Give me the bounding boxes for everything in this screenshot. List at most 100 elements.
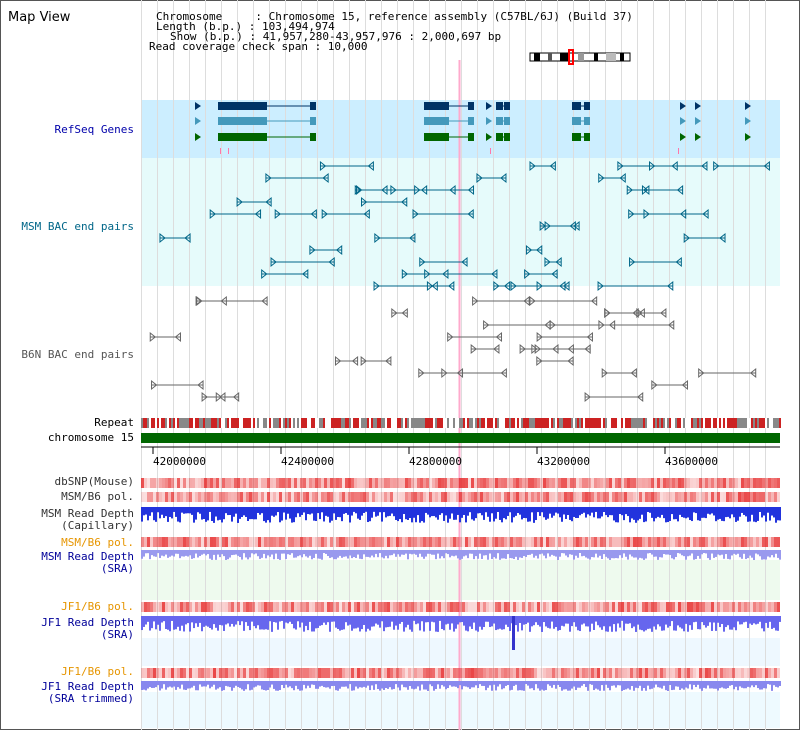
jf1-b6-pol-heat-cell xyxy=(546,668,549,678)
jf1-b6-pol-heat-cell xyxy=(525,602,528,612)
msm-b6-pol-heat-cell xyxy=(327,537,330,547)
msm-b6-pol-heat-cell xyxy=(429,537,432,547)
msm-sra-depth-bar xyxy=(429,550,431,554)
dbsnp-heat-cell xyxy=(525,478,528,488)
jf1-sra-depth-bar xyxy=(639,616,641,630)
jf1-b6-pol-heat-cell xyxy=(402,668,405,678)
dbsnp-heat-cell xyxy=(543,478,546,488)
msm-bac-pair-end xyxy=(367,160,374,172)
jf1-trim-depth-bar xyxy=(723,681,725,689)
track-label-jf1-read-depth-sra[interactable]: JF1 Read Depth xyxy=(41,616,134,629)
repeat-segment xyxy=(329,418,331,428)
jf1-sra-depth-bar xyxy=(767,616,769,628)
msm-capillary-depth-bar xyxy=(687,507,689,518)
track-label-msm-read-depth-capillary[interactable]: MSM Read Depth xyxy=(41,507,134,520)
repeat-segment xyxy=(475,418,477,428)
track-label-msm-read-depth-sra[interactable]: MSM Read Depth xyxy=(41,550,134,563)
msm-bac-pair-end xyxy=(619,172,626,184)
jf1-trim-depth-bar xyxy=(591,681,593,685)
msm-b6-pol-heat-cell xyxy=(234,537,237,547)
repeat-segment xyxy=(663,418,665,428)
jf1-trim-depth-bar xyxy=(735,681,737,687)
msm-capillary-depth-bar xyxy=(553,507,555,516)
msm-b6-pol-heat-cell xyxy=(186,492,189,502)
track-label-jf1-read-depth-trimmed[interactable]: JF1 Read Depth xyxy=(41,680,134,693)
jf1-sra-depth-bar xyxy=(145,616,147,625)
track-label-msm-b6-pol-2[interactable]: MSM/B6 pol. xyxy=(61,536,134,549)
msm-sra-depth-bar xyxy=(205,550,207,556)
jf1-b6-pol-heat-cell xyxy=(447,668,450,678)
track-label-dbsnp[interactable]: dbSNP(Mouse) xyxy=(54,475,134,488)
track-label-msm-bac[interactable]: MSM BAC end pairs xyxy=(21,220,134,233)
jf1-sra-depth-bar xyxy=(615,616,617,632)
msm-b6-pol-heat-cell xyxy=(747,492,750,502)
msm-capillary-depth-bar xyxy=(227,507,229,516)
jf1-trim-depth-bar xyxy=(397,681,399,688)
msm-b6-pol-heat-cell xyxy=(318,492,321,502)
msm-sra-depth-bar xyxy=(211,550,213,560)
msm-capillary-depth-bar xyxy=(739,507,741,517)
b6n-bac-pair-end xyxy=(604,307,611,319)
jf1-b6-pol-heat-cell xyxy=(315,602,318,612)
dbsnp-heat-cell xyxy=(705,478,708,488)
track-label-msm-b6-pol[interactable]: MSM/B6 pol. xyxy=(61,490,134,503)
msm-capillary-depth-bar xyxy=(627,507,629,517)
repeat-segment xyxy=(299,418,301,428)
msm-sra-depth-bar xyxy=(713,550,715,558)
msm-capillary-depth-bar xyxy=(413,507,415,518)
gene-exon xyxy=(496,102,503,110)
msm-capillary-depth-bar xyxy=(571,507,573,522)
jf1-trim-depth-bar xyxy=(189,681,191,689)
msm-bac-pair-end xyxy=(261,268,268,280)
msm-b6-pol-heat-cell xyxy=(648,537,651,547)
track-label-repeat[interactable]: Repeat xyxy=(94,416,134,429)
dbsnp-heat-cell xyxy=(252,478,255,488)
msm-b6-pol-heat-cell xyxy=(357,537,360,547)
jf1-b6-pol-heat-cell xyxy=(429,668,432,678)
jf1-trim-depth-bar xyxy=(363,681,365,687)
msm-b6-pol-heat-cell xyxy=(675,537,678,547)
msm-bac-pair-end xyxy=(270,256,277,268)
repeat-segment xyxy=(703,418,705,428)
track-label-b6n-bac[interactable]: B6N BAC end pairs xyxy=(21,348,134,361)
dbsnp-heat-cell xyxy=(447,478,450,488)
repeat-segment xyxy=(557,418,559,428)
msm-capillary-depth-bar xyxy=(305,507,307,521)
msm-capillary-depth-bar xyxy=(539,507,541,516)
track-label-chromosome[interactable]: chromosome 15 xyxy=(47,431,134,444)
jf1-sra-depth-bar xyxy=(553,616,555,629)
jf1-b6-pol-heat-cell xyxy=(726,602,729,612)
jf1-sra-depth-bar xyxy=(429,616,431,631)
msm-sra-depth-bar xyxy=(613,550,615,559)
msm-sra-depth-bar xyxy=(641,550,643,559)
msm-capillary-depth-bar xyxy=(501,507,503,523)
msm-b6-pol-heat-cell xyxy=(576,492,579,502)
repeat-segment xyxy=(675,418,677,428)
ideogram-band xyxy=(594,53,598,61)
jf1-trim-depth-bar xyxy=(327,681,329,688)
jf1-sra-depth-spike xyxy=(512,616,515,650)
track-label-jf1-b6-pol-2[interactable]: JF1/B6 pol. xyxy=(61,665,134,678)
msm-sra-depth-bar xyxy=(575,550,577,556)
jf1-sra-depth-bar xyxy=(499,616,501,629)
track-label-jf1-b6-pol[interactable]: JF1/B6 pol. xyxy=(61,600,134,613)
track-label-jf1-read-depth-trimmed-sub[interactable]: (SRA trimmed) xyxy=(47,692,134,705)
track-label-msm-read-depth-sra-sub[interactable]: (SRA) xyxy=(100,562,134,575)
msm-b6-pol-heat-cell xyxy=(384,492,387,502)
track-label-jf1-read-depth-sra-sub[interactable]: (SRA) xyxy=(100,628,134,641)
msm-sra-depth-bar xyxy=(443,550,445,559)
jf1-trim-depth-bar xyxy=(477,681,479,689)
dbsnp-heat-cell xyxy=(534,478,537,488)
msm-b6-pol-heat-cell xyxy=(456,492,459,502)
jf1-sra-depth-bar xyxy=(341,616,343,630)
jf1-sra-depth-bar xyxy=(325,616,327,625)
jf1-b6-pol-heat-cell xyxy=(372,668,375,678)
msm-b6-pol-heat-cell xyxy=(309,537,312,547)
track-label-msm-read-depth-capillary-sub[interactable]: (Capillary) xyxy=(61,519,134,532)
repeat-segment xyxy=(415,418,417,428)
jf1-b6-pol-heat-cell xyxy=(663,602,666,612)
jf1-sra-depth-bar xyxy=(395,616,397,626)
track-label-refseq[interactable]: RefSeq Genes xyxy=(54,123,134,136)
